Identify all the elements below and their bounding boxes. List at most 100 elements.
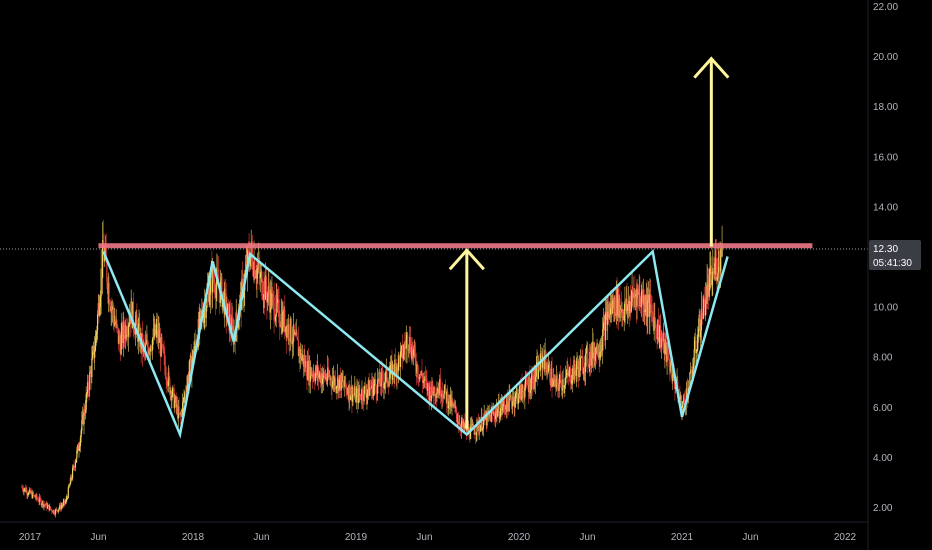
candle-body xyxy=(28,491,30,495)
candle-body xyxy=(394,359,396,376)
candle-body xyxy=(408,349,410,351)
candle xyxy=(61,502,63,510)
candle-body xyxy=(272,293,274,294)
candle xyxy=(96,325,98,343)
candle-body xyxy=(659,325,661,339)
candle-body xyxy=(630,301,632,312)
candle-body xyxy=(367,390,369,394)
last-price-value: 12.30 xyxy=(873,244,898,255)
candle-body xyxy=(182,398,184,402)
plot-area[interactable] xyxy=(0,56,868,518)
candle-body xyxy=(504,408,507,410)
candle xyxy=(640,284,642,318)
target-arrow[interactable] xyxy=(448,247,485,430)
candle xyxy=(106,260,108,290)
candle xyxy=(268,272,270,312)
candle-body xyxy=(498,401,500,419)
candle xyxy=(600,338,602,361)
time-axis[interactable]: 2017 Jun 2018 Jun 2019 Jun 2020 Jun 2021 Jun 2022 xyxy=(19,532,857,543)
candle-body xyxy=(329,378,332,380)
candle-body xyxy=(49,506,52,509)
candle xyxy=(119,331,122,362)
candle xyxy=(682,393,685,405)
candle xyxy=(697,326,699,358)
candle xyxy=(332,368,334,390)
candle-body xyxy=(537,361,539,379)
candle xyxy=(597,342,599,358)
candle xyxy=(276,283,278,314)
candle-body xyxy=(161,337,163,346)
candle-body xyxy=(263,281,265,298)
candle-body xyxy=(252,253,254,270)
candle xyxy=(394,354,396,384)
candle xyxy=(590,344,592,376)
candle-body xyxy=(283,309,285,328)
trendline-zigzag[interactable] xyxy=(102,248,729,439)
candle xyxy=(622,312,625,321)
candle-body xyxy=(694,340,696,350)
candle-body xyxy=(566,369,568,376)
candle-body xyxy=(713,271,715,275)
candle xyxy=(23,487,25,496)
candle xyxy=(503,396,505,415)
candle-body xyxy=(609,303,611,315)
candle xyxy=(59,503,61,510)
candle xyxy=(421,358,423,380)
candle xyxy=(529,378,532,400)
candle-body xyxy=(286,325,288,338)
candle xyxy=(363,385,365,405)
candle xyxy=(442,394,445,404)
candle xyxy=(333,370,335,392)
candle xyxy=(96,310,99,341)
candle-body xyxy=(365,392,367,399)
candle xyxy=(149,344,152,363)
candle-body xyxy=(359,393,361,395)
candle-body xyxy=(49,506,51,511)
candle xyxy=(622,308,624,327)
candle-body xyxy=(434,387,436,397)
candle xyxy=(48,505,50,513)
candle xyxy=(373,379,375,396)
candle-body xyxy=(491,411,493,412)
candle-body xyxy=(461,420,463,425)
candle xyxy=(623,303,625,331)
candle xyxy=(355,386,357,410)
candle xyxy=(303,349,305,376)
candle xyxy=(297,336,299,341)
candle xyxy=(61,503,64,509)
candle xyxy=(595,346,597,365)
candle-body xyxy=(641,290,643,298)
candle-body xyxy=(700,308,702,331)
candle-body xyxy=(574,360,576,370)
candle xyxy=(402,334,404,370)
candle-body xyxy=(194,340,197,343)
candle xyxy=(618,294,620,323)
candle xyxy=(183,389,185,404)
candle-body xyxy=(130,301,132,325)
candle xyxy=(173,383,175,410)
candle xyxy=(471,416,473,430)
candle-body xyxy=(717,250,720,274)
target-arrow[interactable] xyxy=(693,56,730,247)
candle-body xyxy=(559,375,562,380)
candle-body xyxy=(454,407,457,409)
candle xyxy=(712,248,714,296)
resistance-line[interactable] xyxy=(98,243,813,249)
candle xyxy=(289,338,291,356)
candle-body xyxy=(163,351,165,354)
candle-body xyxy=(154,324,156,337)
candle xyxy=(666,342,668,375)
candle-body xyxy=(26,494,29,496)
candle xyxy=(394,348,397,365)
candle-body xyxy=(692,363,695,370)
candle xyxy=(592,328,594,368)
candle-body xyxy=(593,352,595,360)
candle xyxy=(612,293,614,315)
candle xyxy=(74,459,77,472)
candle xyxy=(428,383,430,410)
candle-body xyxy=(630,301,632,312)
candle xyxy=(157,313,159,347)
candle-body xyxy=(457,421,459,423)
candle xyxy=(49,506,52,510)
